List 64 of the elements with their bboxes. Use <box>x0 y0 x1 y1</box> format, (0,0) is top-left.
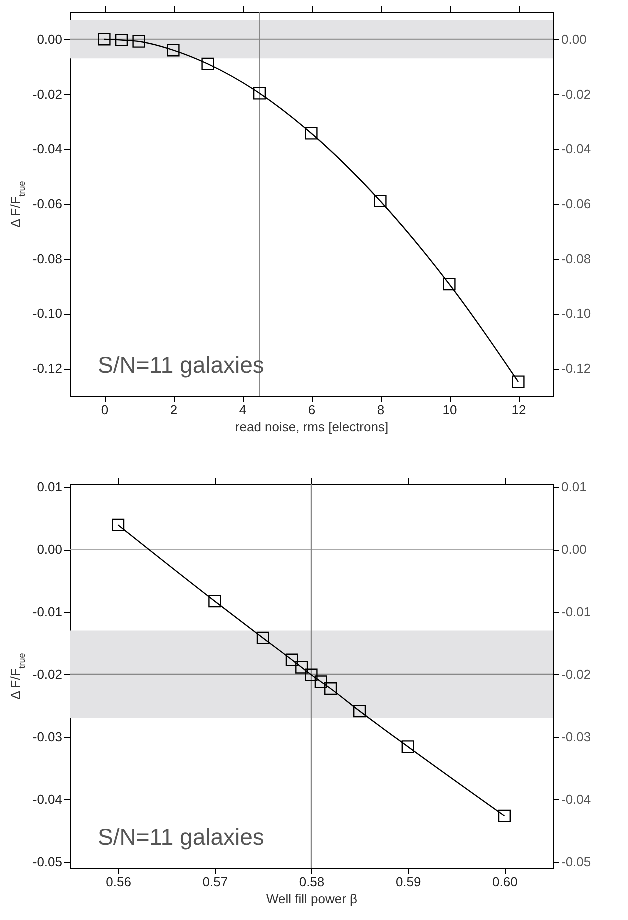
y-tick-label: 0.01 <box>37 480 62 495</box>
x-tick-label: 12 <box>512 402 526 418</box>
y-tick-label: -0.10 <box>32 306 62 322</box>
x-tick-label: 6 <box>308 402 316 418</box>
y-tick-label: -0.03 <box>32 729 62 744</box>
point <box>305 668 318 682</box>
x-tick-label: 4 <box>239 402 247 418</box>
y-tick-label: -0.01 <box>32 604 62 620</box>
point <box>167 44 180 57</box>
y2-tick-label: -0.04 <box>562 792 592 807</box>
point <box>202 58 214 70</box>
point <box>296 661 308 674</box>
point <box>132 35 146 48</box>
y-tick-label: 0.00 <box>37 32 62 47</box>
point <box>374 194 387 208</box>
y-tick-label: -0.04 <box>32 792 62 807</box>
x-axis-title: Well fill power β <box>266 892 358 906</box>
y-tick-label: -0.12 <box>32 361 62 376</box>
point <box>443 278 456 291</box>
x-tick-label: 0.60 <box>492 874 518 890</box>
y2-tick-label: -0.03 <box>562 729 592 744</box>
y2-tick-label: -0.10 <box>562 306 592 322</box>
point <box>498 810 511 822</box>
point <box>402 740 414 754</box>
y-tick-label: -0.04 <box>32 142 62 157</box>
y2-tick-label: 0.01 <box>562 480 587 495</box>
point <box>512 376 525 388</box>
x-tick-label: 8 <box>377 402 385 418</box>
annotation: S/N=11 galaxies <box>98 824 264 850</box>
y-tick-label: -0.06 <box>32 196 62 212</box>
x-tick-label: 0.57 <box>202 874 228 890</box>
y2-tick-label: 0.00 <box>562 32 587 47</box>
y2-tick-label: -0.02 <box>562 666 592 682</box>
point <box>98 33 111 46</box>
x-tick-label: 0.58 <box>299 874 325 890</box>
point <box>354 704 366 718</box>
y2-tick-label: -0.05 <box>562 854 592 870</box>
x-tick-label: 2 <box>170 402 178 418</box>
point <box>253 87 266 100</box>
y2-tick-label: -0.08 <box>562 251 592 266</box>
x-axis-title: read noise, rms [electrons] <box>235 420 389 434</box>
y-tick-label: -0.05 <box>32 854 62 870</box>
y-tick-label: 0.00 <box>37 542 62 558</box>
point <box>112 518 125 532</box>
point <box>305 127 318 140</box>
y-tick-label: -0.02 <box>32 86 62 102</box>
y2-tick-label: -0.01 <box>562 604 592 620</box>
y2-tick-label: 0.00 <box>562 542 587 558</box>
point <box>314 676 328 688</box>
point <box>208 595 222 608</box>
point <box>115 34 128 47</box>
y2-tick-label: -0.02 <box>562 86 592 102</box>
y2-tick-label: -0.06 <box>562 196 592 212</box>
y-tick-label: -0.08 <box>32 251 62 266</box>
y-tick-label: -0.02 <box>32 666 62 682</box>
x-tick-label: 0.56 <box>106 874 132 890</box>
x-tick-label: 0.59 <box>396 874 422 890</box>
point <box>256 632 270 645</box>
y2-tick-label: -0.04 <box>562 142 592 157</box>
x-tick-label: 0 <box>101 402 109 418</box>
point <box>286 654 298 666</box>
x-tick-label: 10 <box>442 402 458 418</box>
point <box>324 682 338 696</box>
y2-tick-label: -0.12 <box>562 361 592 376</box>
